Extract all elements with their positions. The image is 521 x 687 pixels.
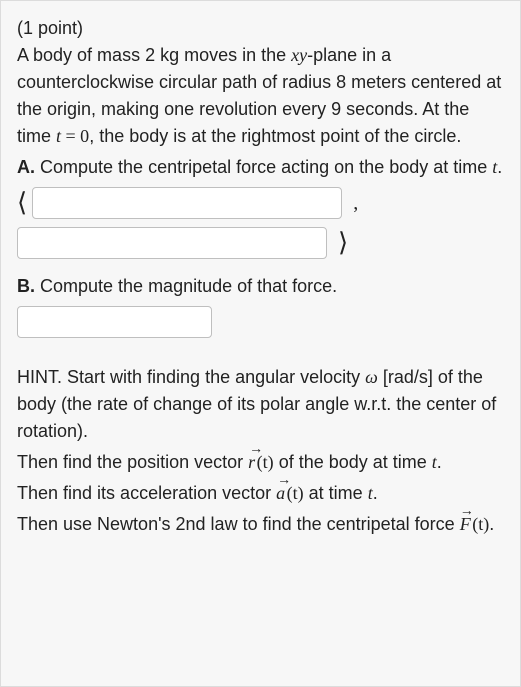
- open-bracket-icon: ⟨: [17, 190, 27, 216]
- eq-zero: = 0: [61, 126, 89, 146]
- period: .: [373, 483, 378, 503]
- text: at time: [309, 483, 368, 503]
- f-vector: →F: [460, 511, 471, 538]
- magnitude-input[interactable]: [17, 306, 212, 338]
- part-b: B. Compute the magnitude of that force.: [17, 273, 504, 300]
- text: Then find the position vector: [17, 452, 248, 472]
- part-b-label: B.: [17, 276, 35, 296]
- period: .: [437, 452, 442, 472]
- paren-t: (t): [472, 514, 489, 534]
- comma: ,: [347, 192, 358, 214]
- answer-a-row1: ⟨ ,: [17, 187, 504, 219]
- arrow-icon: →: [460, 500, 474, 521]
- text: Then find its acceleration vector: [17, 483, 276, 503]
- text: Compute the centripetal force acting on …: [35, 157, 492, 177]
- problem-statement: A body of mass 2 kg moves in the xy-plan…: [17, 42, 504, 150]
- hint-line3: Then find its acceleration vector →a (t)…: [17, 480, 504, 507]
- hint-line1: HINT. Start with finding the angular vel…: [17, 364, 504, 445]
- close-bracket-icon: ⟩: [332, 230, 348, 256]
- part-a: A. Compute the centripetal force acting …: [17, 154, 504, 181]
- text: , the body is at the rightmost point of …: [89, 126, 461, 146]
- hint-line2: Then find the position vector →r (t) of …: [17, 449, 504, 476]
- hint-line4: Then use Newton's 2nd law to find the ce…: [17, 511, 504, 538]
- text: A body of mass 2 kg moves in the: [17, 45, 291, 65]
- answer-a-row2: ⟩: [17, 227, 504, 259]
- arrow-icon: →: [277, 469, 291, 490]
- force-x-input[interactable]: [32, 187, 342, 219]
- omega-var: ω: [365, 367, 378, 387]
- answer-b-row: [17, 306, 504, 338]
- r-vector: →r: [248, 449, 255, 476]
- period: .: [489, 514, 494, 534]
- arrow-icon: →: [249, 438, 263, 459]
- hint-block: HINT. Start with finding the angular vel…: [17, 364, 504, 538]
- part-a-label: A.: [17, 157, 35, 177]
- a-vector: →a: [276, 480, 285, 507]
- period: .: [497, 157, 502, 177]
- text: of the body at time: [279, 452, 432, 472]
- text: HINT. Start with finding the angular vel…: [17, 367, 365, 387]
- xy-var: xy: [291, 45, 307, 65]
- problem-card: (1 point) A body of mass 2 kg moves in t…: [0, 0, 521, 687]
- points-line: (1 point): [17, 15, 504, 42]
- text: Compute the magnitude of that force.: [35, 276, 337, 296]
- text: Then use Newton's 2nd law to find the ce…: [17, 514, 460, 534]
- force-y-input[interactable]: [17, 227, 327, 259]
